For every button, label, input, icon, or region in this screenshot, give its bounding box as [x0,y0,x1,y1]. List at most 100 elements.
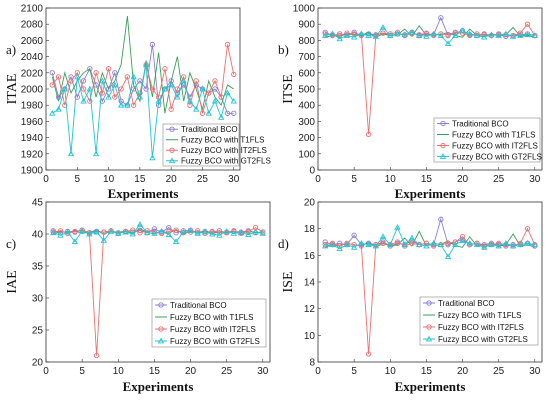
y-tick-label: 700 [298,52,315,63]
data-point [502,240,510,246]
data-point [105,93,112,100]
data-point [173,227,179,233]
data-point [86,85,93,92]
data-point [394,29,401,35]
data-point [531,32,538,38]
data-point [423,242,430,249]
legend-label: Fuzzy BCO with IT2FLS [452,141,538,150]
data-point [55,74,62,80]
data-point [322,242,329,249]
data-point [394,239,401,245]
panel-label: d) [278,236,289,251]
data-point [474,31,480,37]
x-tick-label: 20 [166,174,178,185]
data-point [365,131,372,138]
legend-box [151,298,267,348]
legend-marker [439,153,447,159]
y-tick-label: 20 [304,198,316,209]
data-point [531,241,538,248]
data-point [92,150,100,157]
x-tick-label: 15 [149,366,161,377]
x-tick-label: 0 [315,366,321,377]
data-point [473,241,481,248]
data-point [224,89,231,96]
y-tick-label: 8 [309,358,315,369]
x-tick-label: 10 [113,366,125,377]
data-point [80,97,87,104]
data-point [365,351,372,357]
data-point [87,98,93,104]
legend-label: Fuzzy BCO with T1FLS [438,311,521,320]
data-point [502,30,510,37]
x-tick-label: 30 [257,366,269,377]
data-point [166,224,172,231]
y-tick-label: 600 [298,68,315,79]
data-point [111,81,119,88]
data-point [343,241,351,248]
data-point [99,90,105,96]
data-point [86,230,93,237]
legend-marker [157,337,165,344]
data-point [231,71,237,78]
data-point [155,97,162,104]
chart-panel: 20 25 30 35 40 45 0 5 10 15 20 25 30 IAE Experiments c)… [5,198,271,394]
chart-panel: 1900 1920 1940 1960 1980 2000 2020 2040 2060 2080… [5,4,271,202]
x-tick-label: 5 [79,366,85,377]
data-point [474,240,480,246]
data-point [488,31,495,38]
legend-marker [158,302,164,308]
data-point [351,31,357,37]
data-point [64,228,71,235]
x-tick-label: 25 [221,366,233,377]
y-tick-label: 2020 [21,68,44,79]
data-point [350,244,358,250]
legend: Traditional BCO Fuzzy BCO with T1FLS Fuzzy… [419,296,539,346]
series-group [322,224,538,260]
legend-label: Fuzzy BCO with IT2FLS [181,146,267,155]
data-point [423,33,430,39]
panel-label: b) [278,42,289,57]
y-tick-label: 18 [304,224,316,235]
y-axis-title: ITSE [281,74,296,104]
data-point [105,86,112,92]
data-point [78,227,86,234]
data-point [130,102,137,108]
data-point [430,240,437,246]
data-point [344,240,350,246]
data-point [49,109,56,116]
x-tick-label: 10 [385,174,397,185]
data-point [329,30,336,37]
y-tick-label: 2060 [21,36,44,47]
y-axis-title: IAE [5,270,20,293]
panel-label: a) [6,42,16,57]
x-tick-label: 5 [351,366,357,377]
data-point [212,78,218,84]
x-tick-label: 30 [529,174,541,185]
data-point [186,97,194,104]
data-point [387,31,393,37]
data-point [350,33,358,40]
y-tick-label: 500 [298,85,315,96]
legend-label: Traditional BCO [452,119,509,128]
y-axis-title: ISE [281,272,296,293]
data-point [517,241,524,248]
y-tick-label: 2080 [21,20,44,31]
chart-panel: 0 100 200 300 400 500 600 700 800 900 1000 0 5 10 15 20… [278,4,543,201]
data-point [415,32,423,38]
data-point [524,21,531,27]
data-point [329,241,336,248]
data-point [231,110,237,116]
legend-box [419,296,539,346]
data-point [49,82,55,88]
y-tick-label: 0 [309,166,315,177]
data-point [161,85,169,92]
data-point [124,74,131,80]
legend-label: Fuzzy BCO with GT2FLS [181,157,271,166]
x-axis-title: Experiments [108,186,179,201]
y-tick-label: 100 [298,149,315,160]
data-point [93,70,99,76]
legend-label: Fuzzy BCO with T1FLS [181,136,264,145]
x-tick-label: 15 [134,174,146,185]
data-point [137,230,143,236]
y-axis-title: ITAE [5,74,20,105]
